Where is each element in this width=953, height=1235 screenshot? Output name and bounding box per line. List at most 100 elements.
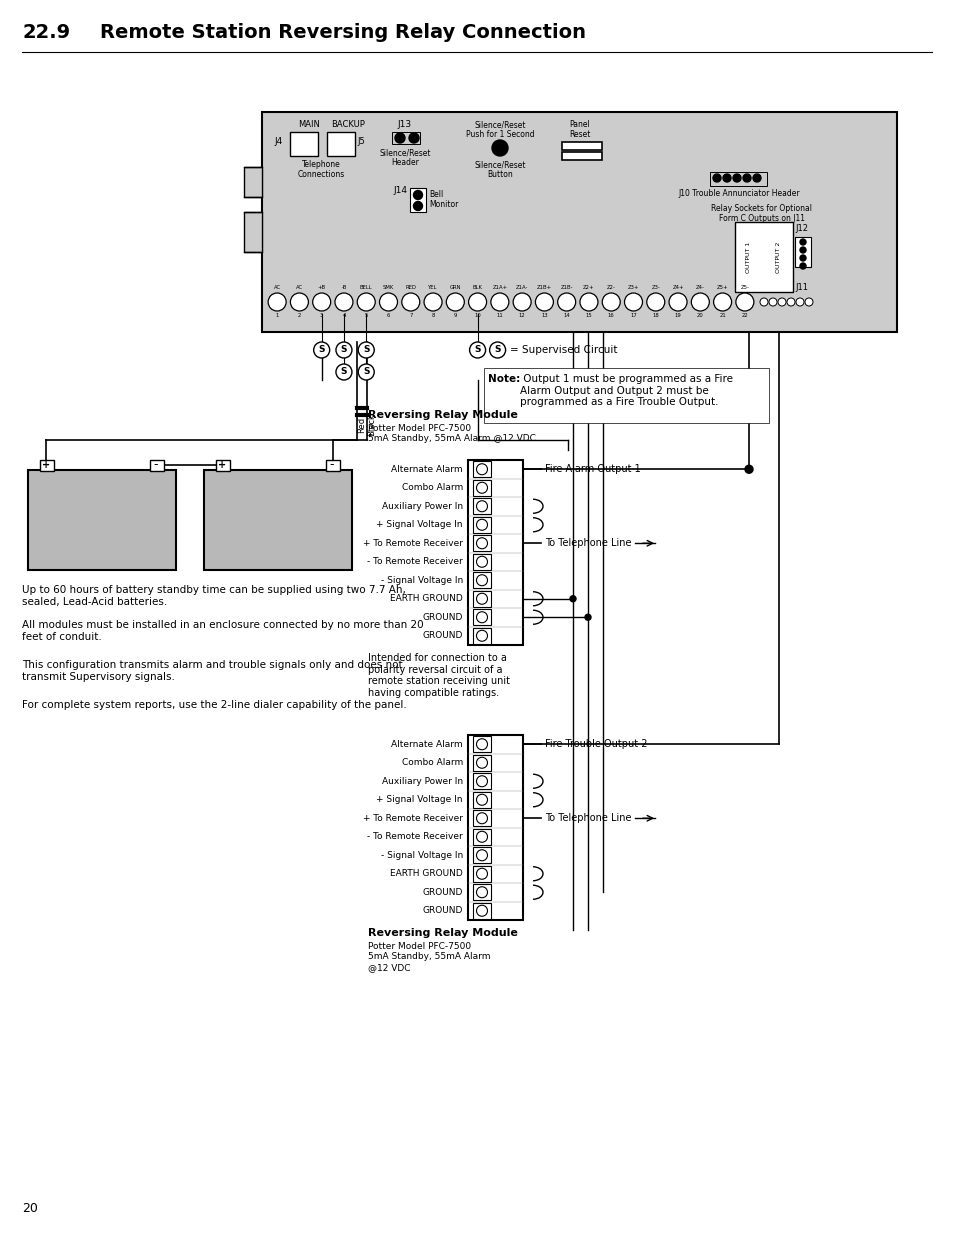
Bar	[326, 459, 339, 471]
Text: Z2+: Z2+	[582, 285, 594, 290]
Circle shape	[314, 342, 330, 358]
Text: Z2-: Z2-	[606, 285, 615, 290]
Circle shape	[335, 342, 352, 358]
Text: S: S	[340, 346, 347, 354]
Text: 1: 1	[275, 312, 278, 317]
Text: 20: 20	[697, 312, 703, 317]
Text: S: S	[340, 368, 347, 377]
Bar	[473, 461, 491, 477]
Circle shape	[476, 556, 487, 567]
Text: Z1B-: Z1B-	[559, 285, 573, 290]
Bar	[473, 479, 491, 495]
Circle shape	[335, 364, 352, 380]
Text: Potter Model PFC-7500
5mA Standby, 55mA Alarm
@12 VDC: Potter Model PFC-7500 5mA Standby, 55mA …	[368, 942, 490, 972]
Text: Relay Sockets for Optional
Form C Outputs on J11: Relay Sockets for Optional Form C Output…	[711, 204, 812, 224]
Circle shape	[476, 593, 487, 604]
Text: 15: 15	[585, 312, 592, 317]
Text: OUTPUT 1: OUTPUT 1	[745, 241, 751, 273]
Text: Combo Alarm: Combo Alarm	[401, 758, 462, 767]
Circle shape	[313, 293, 331, 311]
Bar	[473, 736, 491, 752]
Text: This configuration transmits alarm and trouble signals only and does not
transmi: This configuration transmits alarm and t…	[22, 659, 402, 682]
Bar	[150, 459, 164, 471]
Text: 20: 20	[22, 1202, 38, 1215]
Text: Z4-: Z4-	[695, 285, 704, 290]
Text: GROUND: GROUND	[422, 631, 462, 640]
Bar	[40, 459, 54, 471]
Circle shape	[401, 293, 419, 311]
Text: For complete system reports, use the 2-line dialer capability of the panel.: For complete system reports, use the 2-l…	[22, 700, 406, 710]
Text: J13: J13	[397, 120, 412, 128]
Bar	[468, 735, 522, 920]
Text: - Signal Voltage In: - Signal Voltage In	[380, 576, 462, 584]
Text: = Supervised Circuit: = Supervised Circuit	[509, 345, 617, 354]
Circle shape	[476, 794, 487, 805]
Text: OUTPUT 2: OUTPUT 2	[776, 241, 781, 273]
Circle shape	[358, 364, 374, 380]
Bar	[473, 498, 491, 514]
Text: 14: 14	[562, 312, 570, 317]
Text: GRN: GRN	[449, 285, 460, 290]
Text: J5: J5	[356, 137, 364, 147]
Text: J4: J4	[274, 137, 283, 147]
Text: Panel
Reset: Panel Reset	[569, 120, 590, 140]
Text: +: +	[217, 459, 226, 471]
Circle shape	[476, 537, 487, 548]
Text: Z3+: Z3+	[627, 285, 639, 290]
Circle shape	[468, 293, 486, 311]
Text: Reversing Relay Module: Reversing Relay Module	[368, 410, 517, 420]
Text: 9: 9	[454, 312, 456, 317]
Circle shape	[778, 298, 785, 306]
Text: S: S	[362, 346, 369, 354]
Circle shape	[476, 500, 487, 511]
Circle shape	[469, 342, 485, 358]
Text: GROUND: GROUND	[422, 906, 462, 915]
Circle shape	[335, 293, 353, 311]
Text: 12: 12	[518, 312, 525, 317]
Circle shape	[413, 190, 422, 200]
Text: Reversing Relay Module: Reversing Relay Module	[368, 927, 517, 939]
Text: Telephone
Connections: Telephone Connections	[297, 161, 344, 179]
Bar	[473, 590, 491, 606]
Bar	[473, 755, 491, 771]
Bar	[734, 222, 792, 291]
Text: Silence/Reset
Header: Silence/Reset Header	[379, 148, 431, 168]
Circle shape	[489, 342, 505, 358]
Bar	[327, 132, 355, 156]
Text: Note:: Note:	[487, 374, 519, 384]
Text: 11: 11	[496, 312, 503, 317]
Text: Silence/Reset
Button: Silence/Reset Button	[474, 161, 525, 179]
Circle shape	[800, 254, 805, 261]
Text: Alternate Alarm: Alternate Alarm	[391, 740, 462, 748]
Text: S: S	[362, 368, 369, 377]
Circle shape	[476, 776, 487, 787]
Circle shape	[768, 298, 776, 306]
Circle shape	[760, 298, 767, 306]
Text: +: +	[42, 459, 50, 471]
Bar	[473, 792, 491, 808]
Text: BELL: BELL	[359, 285, 373, 290]
Text: 2: 2	[297, 312, 301, 317]
Circle shape	[744, 466, 752, 473]
Circle shape	[691, 293, 709, 311]
Bar	[392, 132, 419, 144]
Text: 8: 8	[431, 312, 435, 317]
Bar	[473, 553, 491, 569]
Bar	[473, 903, 491, 919]
Text: To Telephone Line: To Telephone Line	[544, 538, 631, 548]
Circle shape	[268, 293, 286, 311]
Text: Red: Red	[357, 417, 366, 433]
Text: Z1B+: Z1B+	[537, 285, 552, 290]
Text: Z1A+: Z1A+	[492, 285, 507, 290]
Bar	[410, 188, 426, 212]
Text: Z3-: Z3-	[651, 285, 659, 290]
Circle shape	[358, 342, 374, 358]
Text: AC: AC	[274, 285, 280, 290]
Circle shape	[795, 298, 803, 306]
Bar	[473, 516, 491, 532]
Text: 22: 22	[740, 312, 747, 317]
Text: 17: 17	[630, 312, 637, 317]
Text: Fire Trouble Output 2: Fire Trouble Output 2	[544, 740, 647, 750]
Text: Z4+: Z4+	[672, 285, 683, 290]
Circle shape	[800, 247, 805, 253]
